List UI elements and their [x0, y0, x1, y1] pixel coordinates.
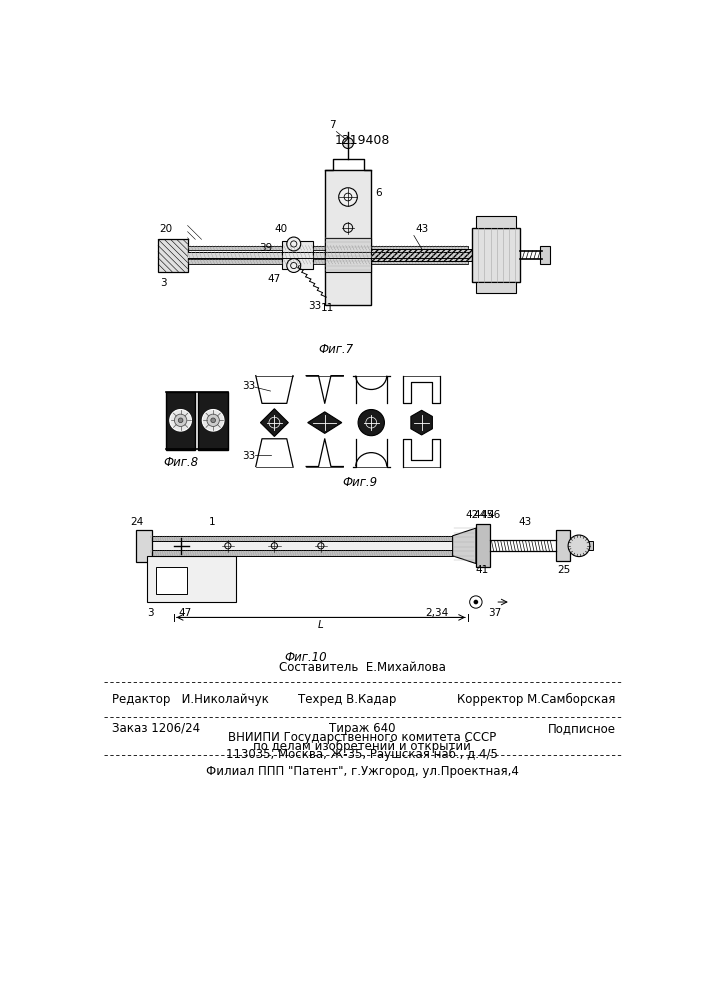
- Circle shape: [474, 600, 478, 604]
- Text: 43: 43: [415, 224, 428, 234]
- Bar: [136, 530, 152, 562]
- Bar: [371, 249, 472, 261]
- Bar: [166, 392, 195, 450]
- Text: 25: 25: [557, 565, 570, 575]
- Text: Корректор М.Самборская: Корректор М.Самборская: [457, 693, 615, 706]
- Bar: [199, 392, 228, 450]
- Bar: [476, 216, 516, 228]
- Circle shape: [207, 414, 219, 426]
- Polygon shape: [452, 528, 476, 564]
- Text: Составитель  Е.Михайлова: Составитель Е.Михайлова: [279, 661, 445, 674]
- Circle shape: [287, 259, 300, 272]
- Text: 42: 42: [465, 510, 479, 520]
- Bar: [472, 228, 520, 282]
- Polygon shape: [260, 409, 288, 436]
- Text: 3: 3: [160, 278, 167, 288]
- Bar: [187, 246, 468, 250]
- Bar: [325, 170, 371, 305]
- Bar: [325, 238, 371, 272]
- Text: 33: 33: [242, 451, 255, 461]
- Bar: [476, 282, 516, 293]
- Bar: [158, 239, 187, 272]
- Text: 1: 1: [209, 517, 216, 527]
- Bar: [476, 524, 490, 567]
- Text: 2,34: 2,34: [426, 608, 449, 618]
- Text: 40: 40: [274, 224, 287, 234]
- Text: Подписное: Подписное: [547, 722, 615, 735]
- Circle shape: [343, 138, 354, 148]
- Text: 6: 6: [375, 188, 382, 198]
- Bar: [570, 541, 593, 550]
- Text: Фиг.8: Фиг.8: [164, 456, 199, 469]
- Text: Фиг.10: Фиг.10: [284, 651, 327, 664]
- Text: Фиг.9: Фиг.9: [342, 476, 378, 489]
- Circle shape: [170, 410, 192, 431]
- Bar: [151, 550, 452, 556]
- Text: по делам изобретений и открытий: по делам изобретений и открытий: [253, 739, 471, 753]
- Text: 44: 44: [473, 510, 486, 520]
- Text: 33: 33: [242, 381, 255, 391]
- Text: 20: 20: [159, 224, 173, 234]
- Bar: [187, 259, 468, 264]
- Text: 39: 39: [259, 243, 273, 253]
- Text: 46: 46: [487, 510, 501, 520]
- Circle shape: [358, 410, 385, 436]
- Text: 41: 41: [475, 565, 489, 575]
- Text: 24: 24: [130, 517, 143, 527]
- Text: 3: 3: [147, 608, 153, 618]
- Bar: [156, 567, 187, 594]
- Text: 11: 11: [321, 303, 334, 313]
- Text: Техред В.Кадар: Техред В.Кадар: [298, 693, 396, 706]
- Text: L: L: [318, 620, 324, 630]
- Bar: [540, 246, 549, 264]
- Text: Заказ 1206/24: Заказ 1206/24: [112, 722, 200, 735]
- Circle shape: [175, 414, 187, 426]
- Circle shape: [339, 188, 357, 206]
- Text: 47: 47: [179, 608, 192, 618]
- Text: 1219408: 1219408: [334, 134, 390, 147]
- Text: ВНИИПИ Государственного комитета СССР: ВНИИПИ Государственного комитета СССР: [228, 731, 496, 744]
- Bar: [151, 541, 452, 550]
- Text: 33: 33: [308, 301, 321, 311]
- Text: 113035, Москва, Ж-35, Раушская наб., д.4/5: 113035, Москва, Ж-35, Раушская наб., д.4…: [226, 748, 498, 761]
- Bar: [556, 530, 570, 561]
- Text: 47: 47: [268, 274, 281, 284]
- Bar: [151, 536, 452, 541]
- Text: 37: 37: [489, 608, 502, 618]
- Polygon shape: [308, 412, 341, 433]
- Circle shape: [211, 418, 216, 423]
- Text: Фиг.7: Фиг.7: [319, 343, 354, 356]
- Circle shape: [202, 410, 224, 431]
- Text: Филиал ППП "Патент", г.Ужгород, ул.Проектная,4: Филиал ППП "Патент", г.Ужгород, ул.Проек…: [206, 765, 518, 778]
- Text: 7: 7: [329, 120, 336, 130]
- Text: 43: 43: [518, 517, 532, 527]
- Text: Редактор   И.Николайчук: Редактор И.Николайчук: [112, 693, 269, 706]
- Polygon shape: [411, 410, 433, 435]
- Text: 45: 45: [480, 510, 493, 520]
- Circle shape: [287, 237, 300, 251]
- Text: Тираж 640: Тираж 640: [329, 722, 395, 735]
- Bar: [187, 252, 468, 258]
- Bar: [146, 556, 235, 602]
- Bar: [282, 241, 313, 269]
- Circle shape: [568, 535, 590, 557]
- Circle shape: [178, 418, 183, 423]
